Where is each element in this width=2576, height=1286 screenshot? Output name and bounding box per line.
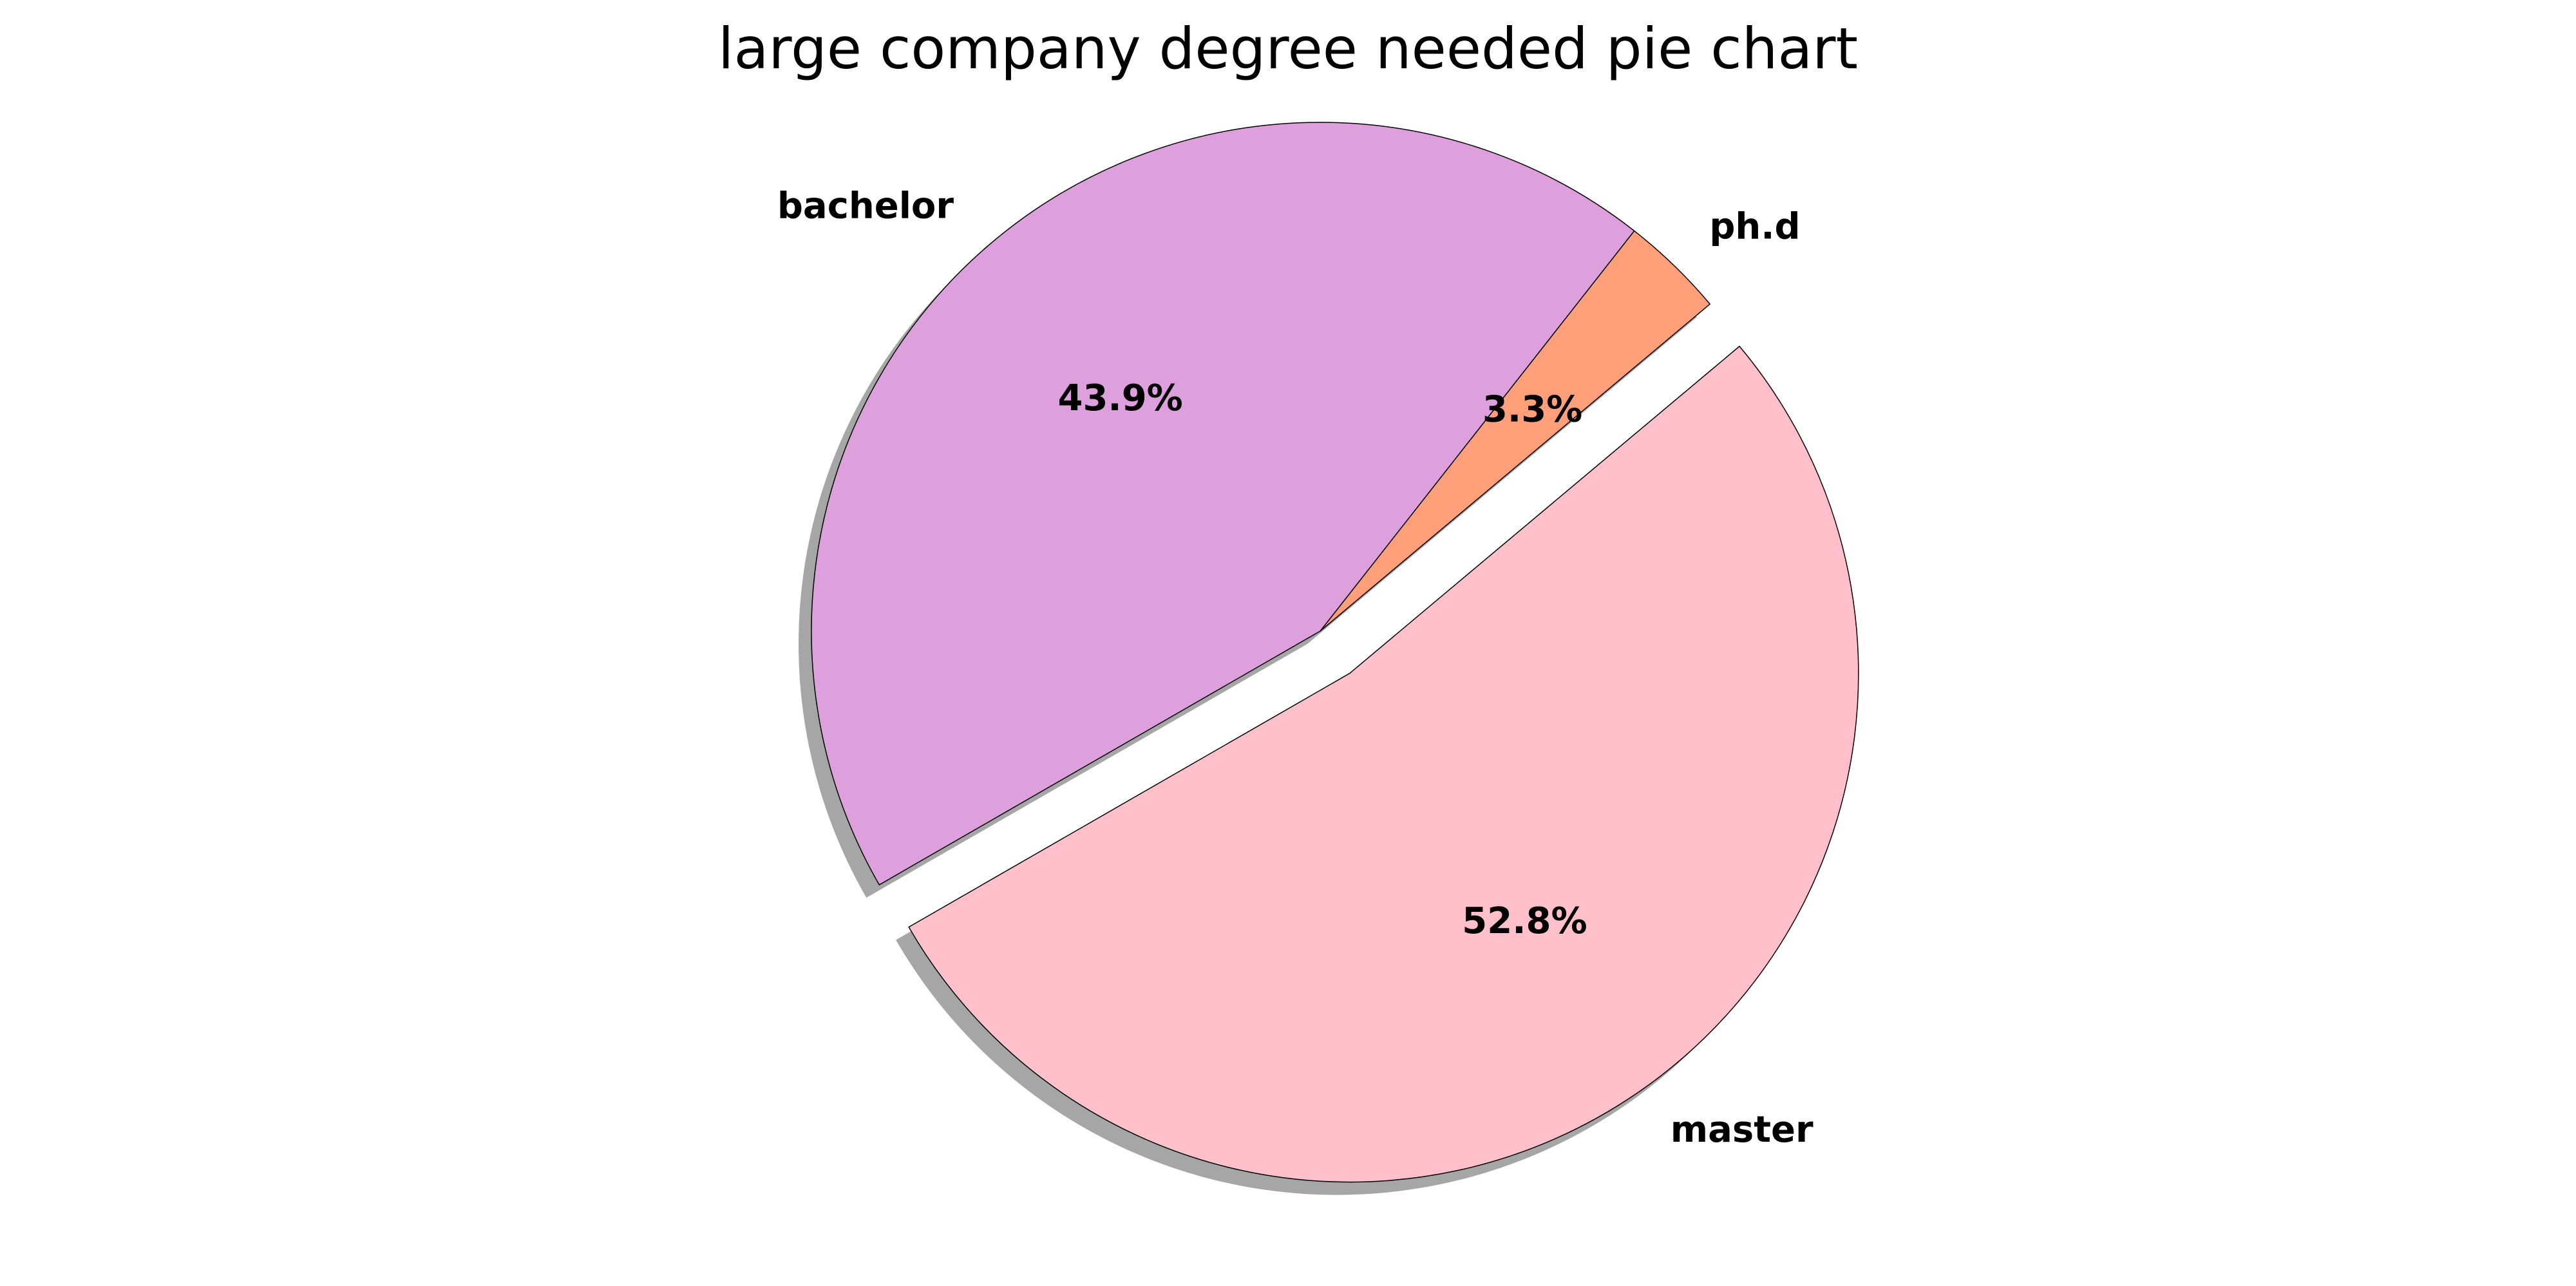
slice-label-master: master — [1671, 1109, 1814, 1151]
pie-slice-bachelor — [811, 122, 1635, 885]
slice-percent-bachelor: 43.9% — [1058, 377, 1183, 419]
chart-title: large company degree needed pie chart — [718, 15, 1858, 82]
slice-percent-master: 52.8% — [1462, 900, 1587, 942]
slice-label-bachelor: bachelor — [777, 185, 954, 227]
pie-slice-master — [908, 346, 1859, 1183]
slice-percent-ph-d: 3.3% — [1482, 389, 1582, 431]
slice-label-ph-d: ph.d — [1709, 206, 1800, 248]
slice-layer — [811, 122, 1859, 1183]
label-layer: ph.d 3.3% bachelor 43.9% master 52.8% — [777, 185, 1814, 1151]
